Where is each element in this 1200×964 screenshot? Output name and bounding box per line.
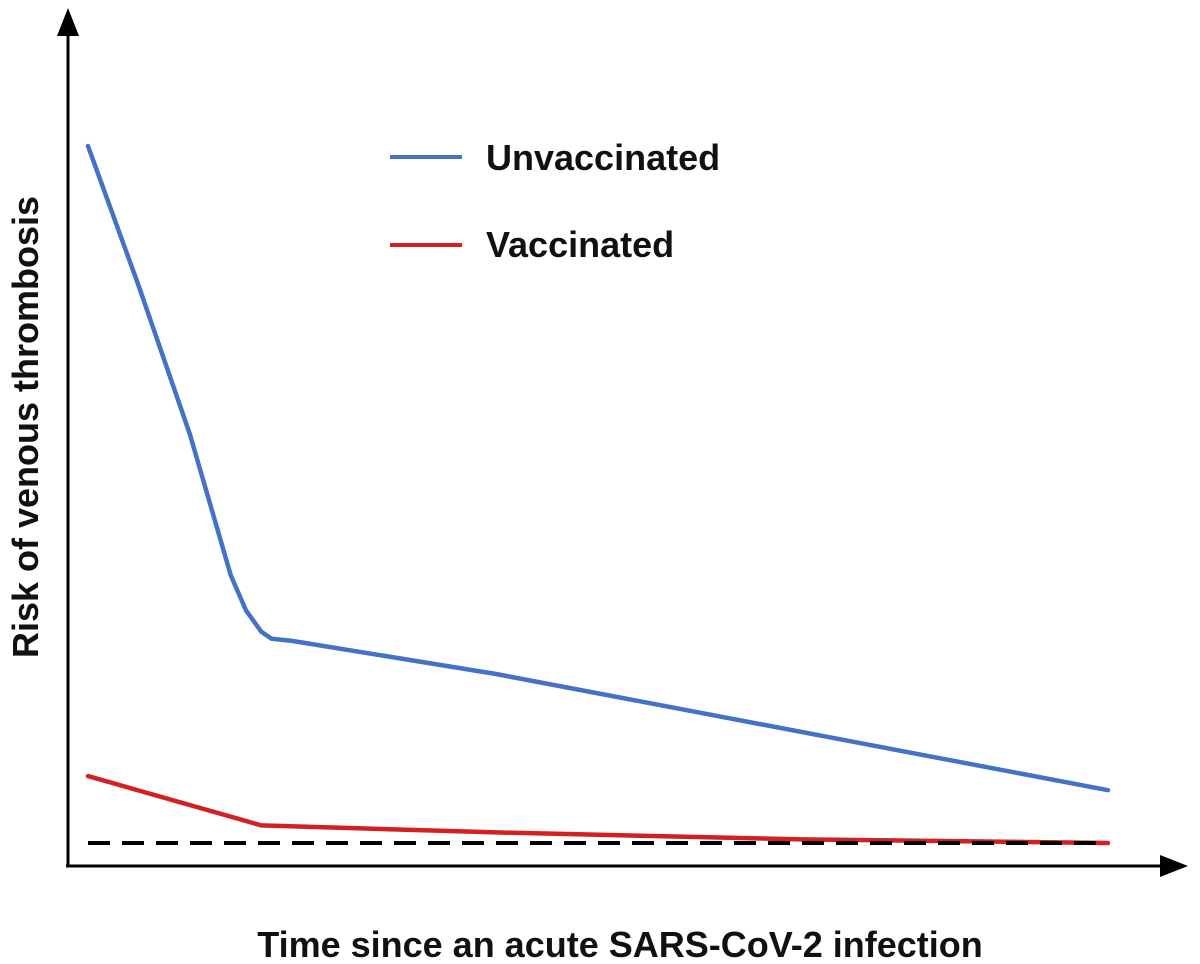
x-axis-label: Time since an acute SARS-CoV-2 infection <box>257 924 983 964</box>
legend: Unvaccinated Vaccinated <box>390 137 720 265</box>
axes <box>57 8 1188 877</box>
series-line-unvaccinated <box>85 143 1111 793</box>
y-axis-label: Risk of venous thrombosis <box>5 196 46 658</box>
x-axis-arrow <box>1160 855 1188 877</box>
y-axis-arrow <box>57 8 79 36</box>
legend-label-vaccinated: Vaccinated <box>486 224 674 265</box>
legend-label-unvaccinated: Unvaccinated <box>486 137 720 178</box>
series-line-vaccinated <box>85 773 1111 846</box>
series-layer <box>85 143 1111 846</box>
